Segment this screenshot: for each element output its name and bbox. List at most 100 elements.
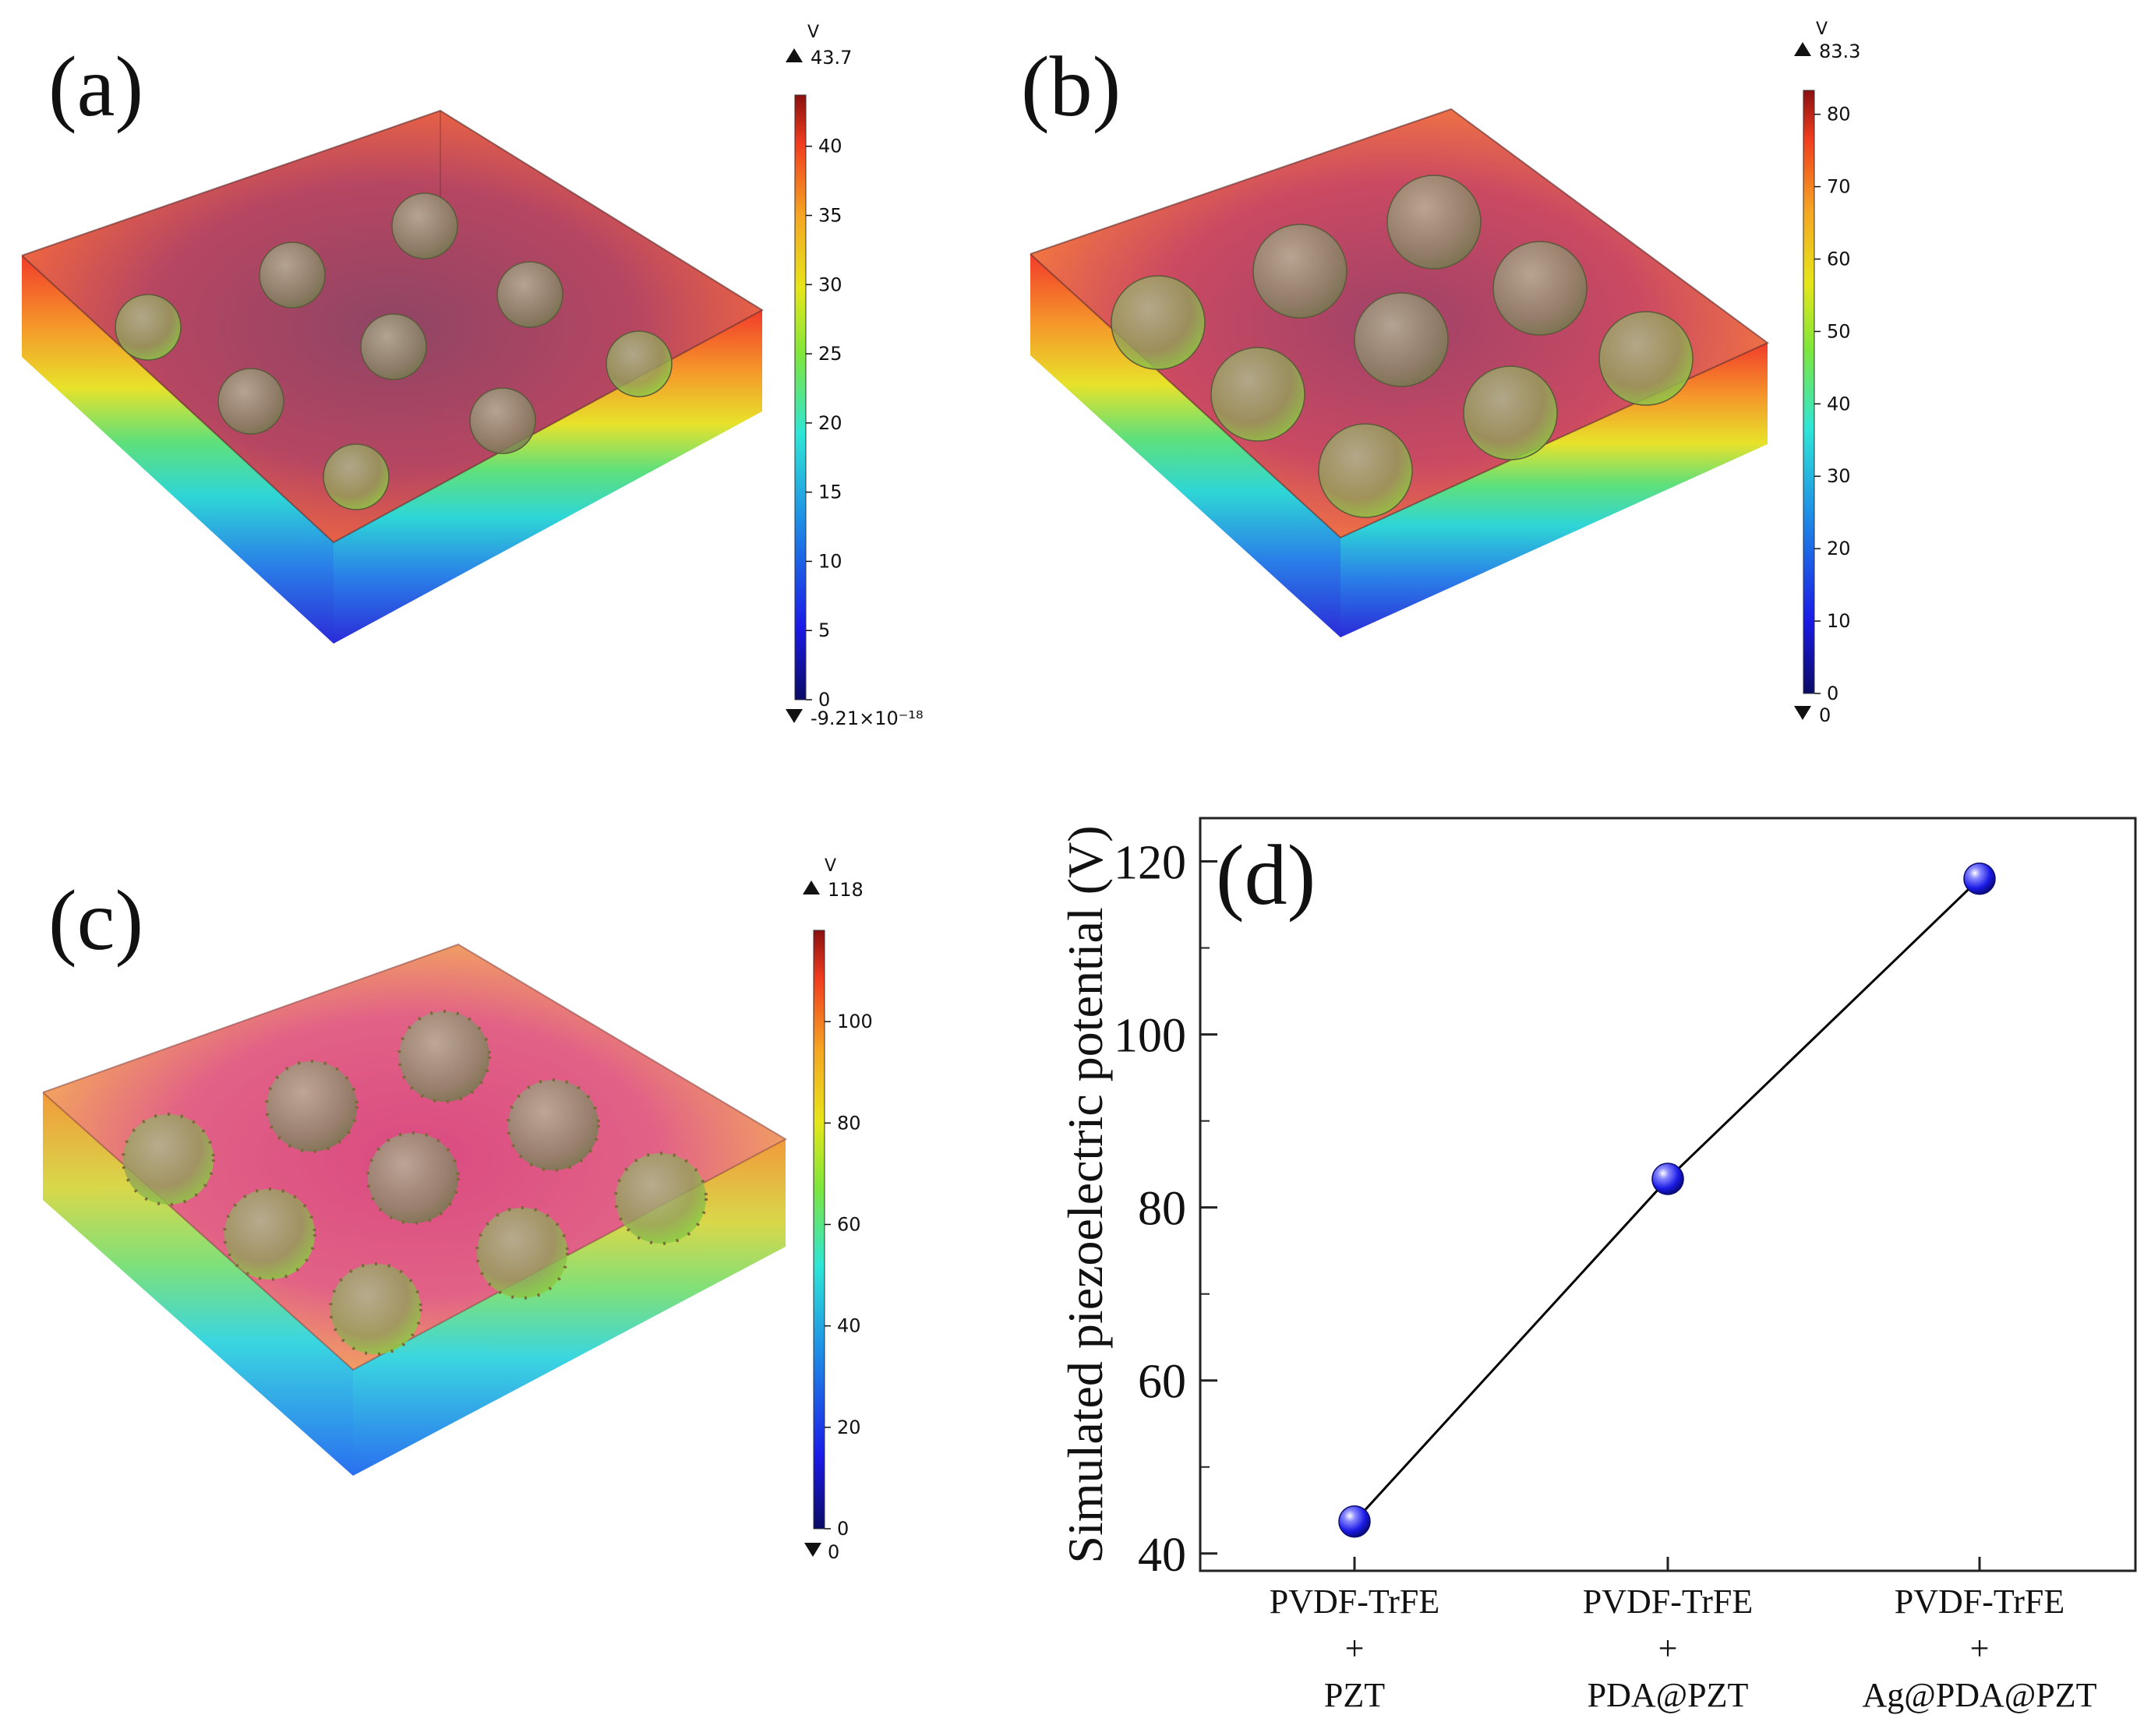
panel-a-min-label: -9.21×10⁻¹⁸ <box>811 707 924 729</box>
colorbar-tick-label: 10 <box>1827 610 1851 632</box>
panel-c-colorbar-rect <box>813 930 825 1530</box>
panel-b-max-label: 83.3 <box>1819 41 1860 62</box>
colorbar-tick-label: 35 <box>818 204 842 226</box>
pzt-sphere <box>360 313 427 380</box>
y-tick-label: 100 <box>1114 1010 1186 1063</box>
panel-c-letter: (c) <box>48 873 143 968</box>
panel-c-3d-box <box>42 943 788 1476</box>
panel-c-unit: V <box>825 856 836 876</box>
data-point-marker <box>1651 1163 1684 1195</box>
panel-c-box-edges <box>42 943 788 1371</box>
panel-b-3d-box <box>1030 108 1769 637</box>
y-tick-label: 120 <box>1114 837 1186 890</box>
panel-c: (c) V 118 0 20 40 60 80 100 <box>42 856 873 1563</box>
x-category-label: PVDF-TrFE <box>1270 1583 1439 1621</box>
min-arrow-icon <box>804 1543 821 1557</box>
panel-b-colorbar-ticks: 0 10 20 30 40 50 60 70 80 <box>1814 104 1851 704</box>
panel-b-colorbar: V 83.3 0 10 20 30 40 50 60 70 80 0 <box>1794 19 1860 726</box>
x-category-label: PZT <box>1324 1676 1385 1714</box>
panel-b-spheres <box>1111 175 1694 518</box>
colorbar-tick-label: 60 <box>1827 248 1851 270</box>
panel-a: (a) V 43.7 0 5 10 15 20 25 30 <box>21 23 924 729</box>
y-axis-label: Simulated piezoelectric potential (V) <box>1058 825 1113 1563</box>
x-category-label: PVDF-TrFE <box>1895 1583 2064 1621</box>
pda-pzt-sphere <box>1598 311 1694 406</box>
panel-a-colorbar-rect <box>794 94 807 700</box>
x-category-label: + <box>1345 1629 1365 1667</box>
ag-pda-pzt-sphere <box>265 1060 358 1153</box>
panel-a-spheres <box>115 192 673 510</box>
colorbar-tick-label: 40 <box>1827 393 1851 415</box>
ag-pda-pzt-sphere <box>329 1262 422 1356</box>
min-arrow-icon <box>786 709 803 723</box>
colorbar-tick-label: 15 <box>818 482 842 503</box>
colorbar-tick-label: 40 <box>818 136 842 157</box>
data-point-marker <box>1963 862 1996 895</box>
y-tick-label: 80 <box>1138 1183 1186 1236</box>
pda-pzt-sphere <box>1210 347 1305 442</box>
series-polyline <box>1353 877 1981 1523</box>
colorbar-tick-label: 20 <box>1827 538 1851 559</box>
colorbar-tick-label: 0 <box>1827 683 1838 704</box>
panel-a-box-left-face <box>22 256 334 644</box>
series-line <box>1338 862 1996 1538</box>
panel-b-unit: V <box>1816 19 1828 39</box>
pzt-sphere <box>259 242 326 309</box>
max-arrow-icon <box>786 48 803 62</box>
x-category-label: + <box>1658 1629 1678 1667</box>
panel-b-min-label: 0 <box>1819 704 1831 726</box>
colorbar-tick-label: 25 <box>818 343 842 365</box>
colorbar-tick-label: 80 <box>1827 104 1851 125</box>
panel-a-box-right-face <box>334 310 762 644</box>
max-arrow-icon <box>1794 42 1811 56</box>
panel-a-colorbar-ticks: 0 5 10 15 20 25 30 35 40 <box>806 136 842 711</box>
panel-d-chart: (d) Simulated piezoelectric potential (V… <box>1058 817 2137 1714</box>
colorbar-tick-label: 40 <box>837 1315 861 1337</box>
panel-b-box-right-face <box>1340 343 1768 637</box>
colorbar-tick-label: 80 <box>837 1112 861 1134</box>
colorbar-tick-label: 30 <box>1827 465 1851 487</box>
colorbar-tick-label: 5 <box>818 619 830 641</box>
ag-pda-pzt-sphere <box>397 1010 491 1103</box>
pzt-sphere <box>217 368 284 435</box>
ag-pda-pzt-sphere <box>366 1131 460 1225</box>
x-category-label: Ag@PDA@PZT <box>1862 1676 2096 1714</box>
pzt-sphere <box>469 387 536 454</box>
x-category-label: + <box>1970 1629 1990 1667</box>
ag-pda-pzt-sphere <box>122 1113 215 1206</box>
panel-b: (b) V 83.3 0 10 20 30 40 50 60 70 80 <box>1021 19 1860 726</box>
panel-b-box-left-face <box>1030 254 1340 637</box>
max-arrow-icon <box>803 880 820 894</box>
panel-c-spheres <box>122 1010 708 1356</box>
pda-pzt-sphere <box>1252 224 1347 319</box>
pda-pzt-sphere <box>1318 423 1413 518</box>
ag-pda-pzt-sphere <box>475 1206 569 1300</box>
colorbar-tick-label: 100 <box>837 1011 873 1032</box>
panel-a-3d-box <box>21 109 764 644</box>
x-axis-categories: PVDF-TrFE + PZT PVDF-TrFE + PDA@PZT PVDF-TrFE +… <box>1270 1557 2097 1714</box>
panel-c-max-label: 118 <box>828 879 864 901</box>
panel-b-letter: (b) <box>1021 39 1121 134</box>
panel-a-box-edges <box>21 109 764 544</box>
colorbar-tick-label: 20 <box>837 1417 861 1438</box>
pda-pzt-sphere <box>1354 292 1449 387</box>
y-tick-label: 40 <box>1138 1529 1186 1582</box>
panel-a-unit: V <box>807 23 819 42</box>
panel-a-colorbar: V 43.7 0 5 10 15 20 25 30 35 40 -9.21×10⁻¹⁸ <box>786 23 924 729</box>
ag-pda-pzt-sphere <box>614 1152 708 1245</box>
colorbar-tick-label: 0 <box>818 689 830 711</box>
x-category-label: PDA@PZT <box>1588 1676 1749 1714</box>
pda-pzt-sphere <box>1492 241 1588 336</box>
pzt-sphere <box>606 330 673 397</box>
pzt-sphere <box>115 294 182 361</box>
panel-d-letter: (d) <box>1216 827 1316 923</box>
pzt-sphere <box>323 443 390 510</box>
data-point-marker <box>1338 1505 1371 1538</box>
panel-a-letter: (a) <box>48 39 143 134</box>
colorbar-tick-label: 20 <box>818 412 842 434</box>
panel-c-min-label: 0 <box>828 1541 839 1563</box>
panel-c-box-left-face <box>43 1092 353 1476</box>
panel-c-colorbar-ticks: 0 20 40 60 80 100 <box>825 1011 873 1540</box>
panel-c-colorbar: V 118 0 20 40 60 80 100 0 <box>803 856 873 1563</box>
